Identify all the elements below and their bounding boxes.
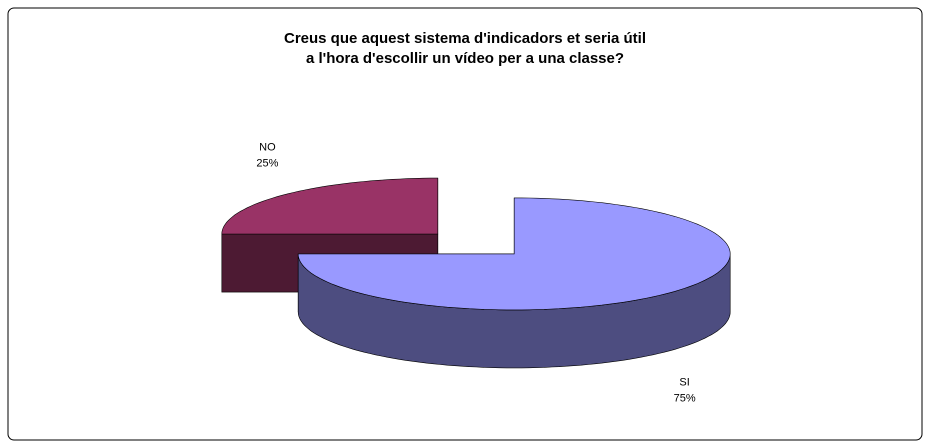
slice-label: SI (679, 376, 689, 388)
slice-value-label: 25% (256, 158, 278, 170)
slice-label: NO (259, 142, 276, 154)
slice (297, 197, 731, 311)
slice (221, 177, 439, 235)
chart-title: Creus que aquest sistema d'indicadors et… (284, 30, 646, 47)
slice-value-label: 75% (674, 392, 696, 404)
chart-frame (7, 7, 923, 441)
chart-title: a l'hora d'escollir un vídeo per a una c… (306, 50, 624, 67)
